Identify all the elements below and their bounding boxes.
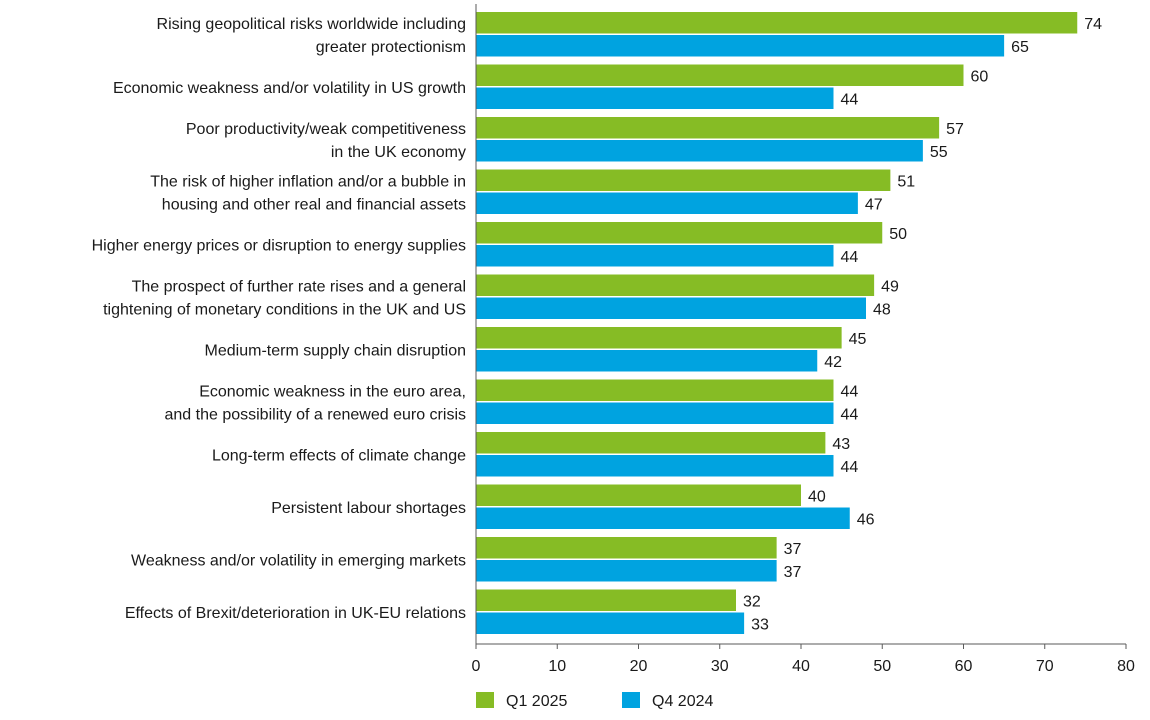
value-label: 47 [865,196,883,213]
category-label: Weakness and/or volatility in emerging m… [131,552,466,569]
value-label: 50 [889,226,907,243]
bar-q4-2024-3 [476,140,923,162]
category-label-line: Higher energy prices or disruption to en… [92,237,466,254]
x-tick-label: 60 [955,658,973,675]
value-label: 57 [946,121,964,138]
category-label: Poor productivity/weak competitiveness in… [186,121,466,161]
bar-q4-2024-4 [476,192,858,214]
bar-q1-2025-1 [476,12,1078,34]
x-tick-label: 10 [548,658,566,675]
value-label: 42 [824,354,842,371]
value-label: 45 [849,331,867,348]
value-label: 44 [841,249,859,266]
bar-q4-2024-12 [476,612,745,634]
bar-q4-2024-2 [476,87,834,109]
category-label: Higher energy prices or disruption to en… [92,237,466,254]
value-label: 65 [1011,39,1029,56]
legend-swatch-q1-2025 [476,692,494,708]
value-label: 48 [873,301,891,318]
category-label: Medium-term supply chain disruption [205,342,466,359]
bar-q1-2025-7 [476,327,842,349]
value-label: 74 [1084,16,1102,33]
value-label: 44 [841,91,859,108]
category-label-line: Economic weakness and/or volatility in U… [113,80,466,97]
value-label: 55 [930,144,948,161]
value-label: 33 [751,616,769,633]
bar-q1-2025-6 [476,274,875,296]
bar-q4-2024-10 [476,507,850,529]
bar-q4-2024-11 [476,560,777,582]
bar-q1-2025-5 [476,222,883,244]
category-label-line: Medium-term supply chain disruption [205,342,466,359]
category-label-line: The prospect of further rate rises and a… [132,278,466,295]
bar-q4-2024-7 [476,350,818,372]
category-labels-group: Rising geopolitical risks worldwide incl… [92,16,467,622]
category-label-line: housing and other real and financial ass… [162,196,466,213]
category-label: The prospect of further rate rises and a… [103,278,466,318]
category-label-line: tightening of monetary conditions in the… [103,301,466,318]
category-label-line: and the possibility of a renewed euro cr… [165,406,467,423]
bar-q1-2025-12 [476,589,736,611]
value-labels-group: 74 65 60 44 57 55 51 47 50 44 49 48 45 42 44 44 43 44 40 46… [743,16,1102,634]
category-label-line: The risk of higher inflation and/or a bu… [150,173,466,190]
category-label-line: Economic weakness in the euro area, [199,383,466,400]
category-label-line: in the UK economy [331,144,466,161]
category-label-line: Rising geopolitical risks worldwide incl… [157,16,466,33]
value-label: 37 [784,541,802,558]
category-label-line: Weakness and/or volatility in emerging m… [131,552,466,569]
x-tick-label: 0 [472,658,481,675]
bar-q1-2025-11 [476,537,777,559]
bar-q4-2024-1 [476,35,1005,57]
category-label: Persistent labour shortages [271,500,466,517]
value-label: 43 [832,436,850,453]
category-label-line: Persistent labour shortages [271,500,466,517]
bar-q1-2025-2 [476,64,964,86]
value-label: 46 [857,511,875,528]
value-label: 44 [841,406,859,423]
bars-group [476,12,1078,634]
x-tick-label: 30 [711,658,729,675]
category-label: Economic weakness in the euro area, and t… [165,383,467,423]
legend-label-q1-2025: Q1 2025 [506,693,567,710]
bar-q4-2024-6 [476,297,866,319]
legend: Q1 2025 Q4 2024 [476,692,713,710]
category-label: Economic weakness and/or volatility in U… [113,80,466,97]
x-tick-label: 50 [873,658,891,675]
value-label: 51 [897,173,915,190]
legend-swatch-q4-2024 [622,692,640,708]
value-label: 60 [971,68,989,85]
category-label: Effects of Brexit/deterioration in UK-EU… [125,605,466,622]
x-tick-label: 20 [630,658,648,675]
x-tick-label: 40 [792,658,810,675]
bar-q4-2024-9 [476,455,834,477]
value-label: 44 [841,383,859,400]
value-label: 37 [784,564,802,581]
bar-q4-2024-8 [476,402,834,424]
x-tick-label: 70 [1036,658,1054,675]
bar-q1-2025-10 [476,484,801,506]
category-label-line: Effects of Brexit/deterioration in UK-EU… [125,605,466,622]
value-label: 40 [808,488,826,505]
category-label: Long-term effects of climate change [212,447,466,464]
bar-q1-2025-9 [476,432,826,454]
bar-q1-2025-4 [476,169,891,191]
value-label: 44 [841,459,859,476]
x-tick-label: 80 [1117,658,1135,675]
bar-q1-2025-3 [476,117,940,139]
value-label: 49 [881,278,899,295]
legend-label-q4-2024: Q4 2024 [652,693,713,710]
category-label: The risk of higher inflation and/or a bu… [150,173,466,213]
axes-group: 0 10 20 30 40 50 60 70 80 [472,4,1135,675]
category-label: Rising geopolitical risks worldwide incl… [157,16,466,56]
bar-q1-2025-8 [476,379,834,401]
category-label-line: Poor productivity/weak competitiveness [186,121,466,138]
category-label-line: greater protectionism [316,39,466,56]
value-label: 32 [743,593,761,610]
bar-q4-2024-5 [476,245,834,267]
category-label-line: Long-term effects of climate change [212,447,466,464]
